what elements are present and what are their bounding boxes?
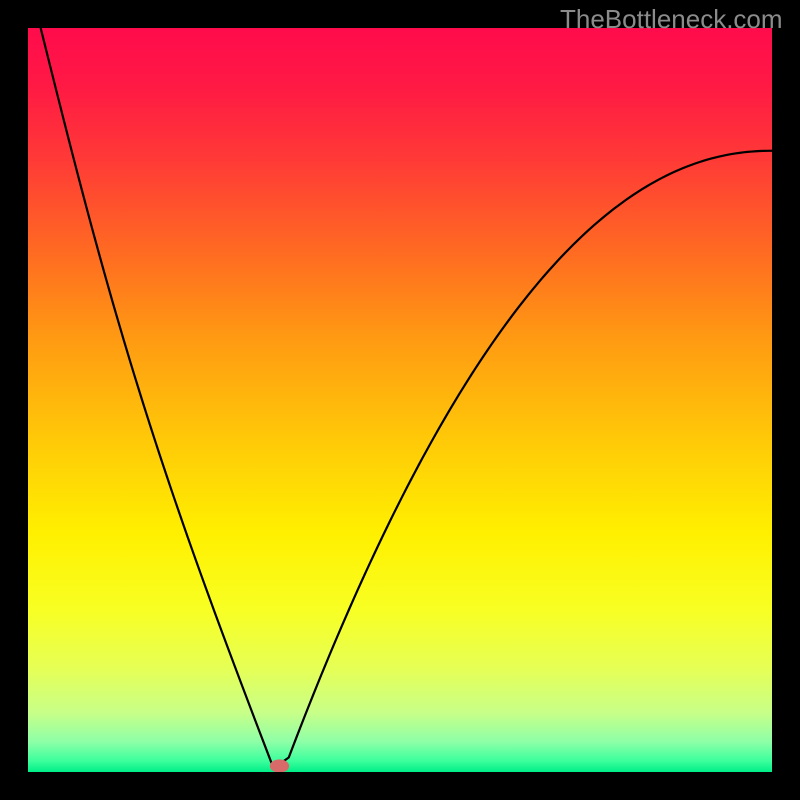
- gradient-background: [28, 28, 772, 772]
- watermark-text: TheBottleneck.com: [560, 4, 783, 35]
- chart-frame: TheBottleneck.com: [0, 0, 800, 800]
- plot-area: [28, 28, 772, 772]
- plot-svg: [28, 28, 772, 772]
